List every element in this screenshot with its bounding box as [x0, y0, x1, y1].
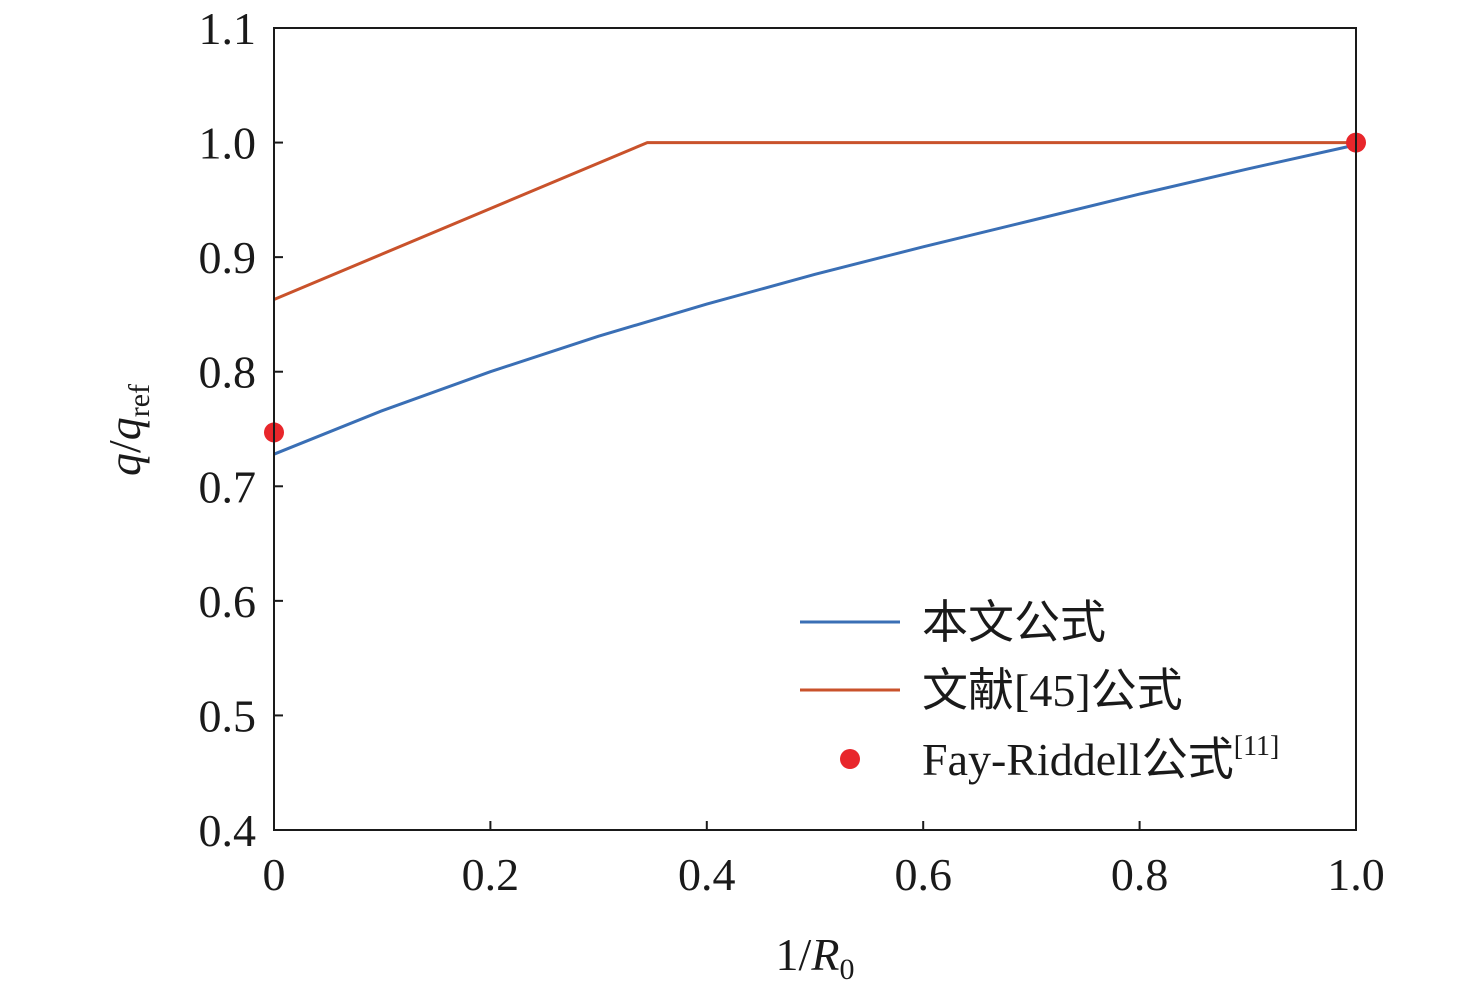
y-tick-label-6: 1.0 [199, 118, 257, 169]
plot-frame [273, 27, 1357, 831]
legend-label-1: 本文公式 [922, 597, 1106, 648]
x-tick-label-2: 0.4 [678, 849, 736, 900]
legend-label-3-text: Fay-Riddell公式 [922, 734, 1234, 785]
y-tick-label-5: 0.9 [199, 232, 257, 283]
legend-swatch-dot-3 [840, 749, 860, 769]
legend-label-3-sup: [11] [1234, 731, 1280, 762]
x-tick-label-3: 0.6 [894, 849, 952, 900]
x-axis-title: 1/R0 [776, 929, 855, 986]
x-axis-title-var: R [810, 929, 839, 980]
y-tick-label-1: 0.5 [199, 690, 257, 741]
x-tick-label-1: 0.2 [462, 849, 520, 900]
series-layer [264, 132, 1366, 456]
y-axis-title-var1: q [99, 453, 150, 476]
x-axis-title-sub: 0 [839, 953, 854, 986]
x-tick-label-5: 1.0 [1327, 849, 1385, 900]
y-tick-label-4: 0.8 [199, 347, 257, 398]
y-tick-label-2: 0.6 [199, 576, 257, 627]
legend: 本文公式 文献[45]公式 Fay-Riddell公式[11] [800, 597, 1279, 785]
y-axis: 0.4 0.5 0.6 0.7 0.8 0.9 1.0 1.1 [199, 3, 283, 856]
x-axis-title-main: 1/ [776, 929, 812, 980]
y-tick-label-3: 0.7 [199, 461, 257, 512]
x-tick-label-4: 0.8 [1111, 849, 1169, 900]
x-axis: 0 0.2 0.4 0.6 0.8 1.0 [263, 821, 1385, 900]
legend-label-2: 文献[45]公式 [922, 665, 1183, 716]
series-line-1 [273, 143, 1357, 456]
y-tick-label-7: 1.1 [199, 3, 257, 54]
y-tick-label-0: 0.4 [199, 805, 257, 856]
y-axis-title-slash: / [99, 440, 150, 453]
y-axis-title-sub: ref [123, 384, 156, 417]
y-axis-title-var2: q [99, 417, 150, 440]
legend-label-3: Fay-Riddell公式[11] [922, 731, 1279, 785]
y-axis-title: q/qref [99, 384, 156, 476]
series-line-2 [273, 141, 1356, 301]
x-tick-label-0: 0 [263, 849, 286, 900]
